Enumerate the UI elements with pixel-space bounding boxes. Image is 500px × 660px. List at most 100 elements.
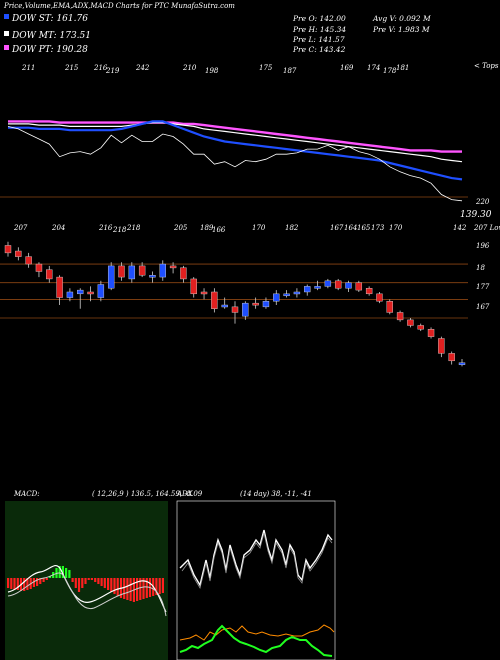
macd-hist-bar xyxy=(45,578,48,580)
candle-body xyxy=(35,263,43,272)
macd-hist-bar xyxy=(103,578,106,588)
bottom-label: 165 xyxy=(357,224,371,232)
candle-body xyxy=(324,280,332,287)
macd-hist-bar xyxy=(36,578,39,586)
ema-top-labels: 211 215 216 219 242 210 198 175 187 169 … xyxy=(21,62,499,75)
candle-body xyxy=(458,362,466,365)
candle-body xyxy=(221,304,228,308)
candle-body xyxy=(159,263,166,278)
tops-label: < Tops xyxy=(474,62,499,70)
top-label: 242 xyxy=(135,64,150,72)
top-label: 210 xyxy=(182,64,197,72)
pre-close: Pre C: 143.42 xyxy=(292,45,346,54)
legend-swatch-mt xyxy=(4,31,9,36)
adx-line xyxy=(179,624,335,641)
top-label: 216 xyxy=(93,64,108,72)
candle-body xyxy=(304,286,311,293)
macd-hist-bar xyxy=(126,578,129,600)
last-price-label: 139.30 xyxy=(460,210,492,220)
top-label: 219 xyxy=(105,67,120,75)
macd-hist-bar xyxy=(77,578,81,592)
level-labels: 196 18 177 167 xyxy=(476,242,490,311)
macd-hist-bar xyxy=(136,578,139,601)
adx-values: (14 day) 38, -11, -41 xyxy=(240,490,312,498)
macd-line xyxy=(7,564,167,613)
candle-body xyxy=(293,291,301,295)
candle-body xyxy=(438,338,445,354)
adx-di-minus-shadow xyxy=(181,532,333,590)
macd-signal-line xyxy=(7,572,167,617)
bottom-label: 216 xyxy=(98,224,113,232)
macd-hist-bar xyxy=(81,578,84,588)
top-label: 211 xyxy=(21,64,35,72)
candle-body xyxy=(242,302,249,317)
top-label: 215 xyxy=(64,64,79,72)
candle-body xyxy=(25,256,32,265)
candle-body xyxy=(365,288,373,295)
ema-short-line xyxy=(8,120,463,181)
lows-label: 207 Lows xyxy=(473,224,500,232)
candle-body xyxy=(417,325,424,330)
adx-di-plus-line xyxy=(179,624,333,657)
macd-hist-bar xyxy=(100,578,103,586)
candle-body xyxy=(138,265,146,276)
macd-hist-bar xyxy=(68,570,71,578)
top-label: 178 xyxy=(383,67,397,75)
macd-hist-bar xyxy=(16,578,19,590)
candle-body xyxy=(345,282,352,289)
macd-hist-bar xyxy=(74,578,77,588)
avg-volume: Avg V: 0.092 M xyxy=(372,14,431,23)
level-label: 196 xyxy=(476,242,490,250)
candle-body xyxy=(77,289,84,295)
macd-hist-bar xyxy=(113,578,116,594)
bottom-label: 204 xyxy=(51,224,65,232)
candle-body xyxy=(376,293,383,302)
macd-hist-bar xyxy=(23,578,26,591)
candle-body xyxy=(190,278,197,295)
macd-hist-bar xyxy=(48,576,52,578)
candle-body xyxy=(107,265,115,289)
macd-hist-bar xyxy=(58,566,61,578)
candle-body xyxy=(169,265,177,269)
macd-hist-bar xyxy=(26,578,29,590)
candle-body xyxy=(15,250,22,257)
candle-body xyxy=(66,291,74,298)
macd-hist-bar xyxy=(107,578,110,590)
macd-hist-bar xyxy=(13,578,16,590)
legend-dow-pt: DOW PT: 190.28 xyxy=(11,45,88,55)
ohlc-info: Pre O: 142.00 Pre H: 145.34 Pre L: 141.5… xyxy=(292,14,431,54)
macd-hist-bar xyxy=(87,578,90,580)
macd-values: ( 12,26,9 ) 136.5, 164.59, -8.09 xyxy=(92,490,203,498)
candle-body xyxy=(200,291,208,295)
legend-swatch-pt xyxy=(4,45,9,50)
candle-body xyxy=(149,275,156,278)
macd-hist-bar xyxy=(32,578,35,587)
candle-body xyxy=(118,265,125,278)
bottom-label: 166 xyxy=(212,226,226,234)
ema-bottom-labels: 207 204 216 218 218 205 189 166 170 182 … xyxy=(13,224,500,234)
candle-body xyxy=(262,301,270,308)
ema-long-line xyxy=(8,120,462,153)
chart-title: Price,Volume,EMA,ADX,MACD Charts for PTC… xyxy=(3,2,235,10)
macd-hist-bar xyxy=(65,568,68,578)
candle-body xyxy=(87,291,94,295)
adx-label: ADX xyxy=(176,490,194,498)
candle-body xyxy=(56,276,63,298)
macd-hist-bar xyxy=(42,578,45,582)
bottom-label: 218 xyxy=(126,224,141,232)
candle-body xyxy=(386,301,393,313)
macd-hist-bar xyxy=(10,578,13,589)
macd-hist-bar xyxy=(94,578,97,582)
candle-body xyxy=(128,265,136,280)
pre-open: Pre O: 142.00 xyxy=(292,14,346,23)
top-label: 187 xyxy=(283,67,297,75)
bottom-label: 218 xyxy=(112,226,127,234)
top-label: 175 xyxy=(259,64,273,72)
bottom-label: 207 xyxy=(13,224,28,232)
adx-di-minus-line xyxy=(179,529,333,587)
macd-hist-bar xyxy=(7,578,10,588)
macd-hist-bar xyxy=(71,578,74,582)
macd-hist-bar xyxy=(139,578,142,600)
candles xyxy=(4,241,466,367)
ema-lines xyxy=(7,120,463,202)
